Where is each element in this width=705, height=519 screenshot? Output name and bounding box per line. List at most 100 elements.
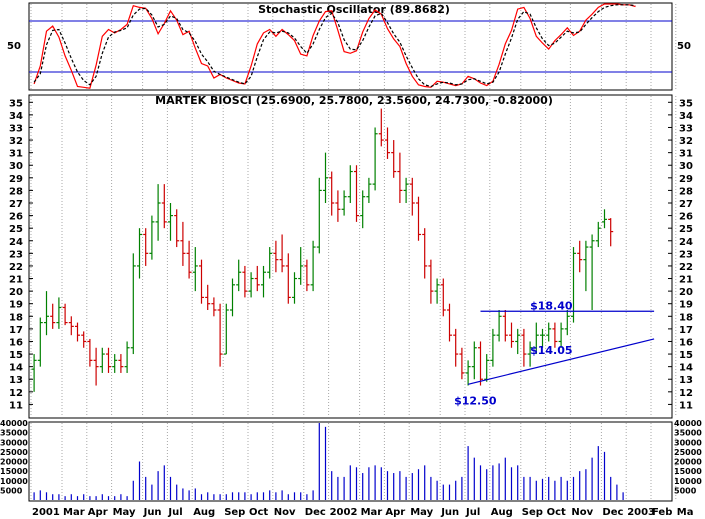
x-axis-label: Nov	[274, 507, 296, 518]
price-tick-right: 23	[679, 249, 693, 260]
price-tick-right: 15	[679, 350, 693, 361]
price-tick-left: 19	[9, 300, 23, 311]
price-tick-left: 20	[9, 287, 23, 298]
price-tick-left: 22	[9, 262, 23, 273]
x-axis-label: Aug	[193, 507, 215, 518]
volume-bars	[33, 423, 624, 500]
volume-tick-left: 15000	[0, 467, 28, 476]
price-tick-left: 18	[9, 312, 23, 323]
price-tick-right: 25	[679, 224, 693, 235]
stochastic-panel	[28, 2, 673, 91]
price-panel	[28, 94, 673, 419]
price-tick-left: 21	[9, 275, 23, 286]
x-axis-label: Dec	[602, 507, 623, 518]
price-title: MARTEK BIOSCI (25.6900, 25.7800, 23.5600…	[155, 94, 553, 107]
price-tick-left: 35	[9, 98, 23, 109]
price-tick-left: 26	[9, 212, 23, 223]
x-axis-label: 2003	[627, 507, 655, 518]
volume-tick-right: 20000	[674, 458, 702, 467]
x-axis-label: 2001	[32, 507, 60, 518]
price-tick-right: 20	[679, 287, 693, 298]
price-tick-right: 24	[679, 237, 693, 248]
x-axis-label: Nov	[571, 507, 593, 518]
price-tick-left: 11	[9, 400, 23, 411]
x-axis-label: Jul	[167, 507, 182, 518]
price-tick-right: 13	[679, 375, 693, 386]
x-axis-label: 2002	[330, 507, 358, 518]
trendlines	[467, 310, 655, 385]
price-tick-left: 14	[9, 363, 23, 374]
support-trendline	[467, 338, 655, 385]
price-tick-left: 29	[9, 174, 23, 185]
price-tick-left: 17	[9, 325, 23, 336]
price-tick-left: 16	[9, 337, 23, 348]
resistance-label: $18.40	[530, 299, 573, 312]
stochastic-tick-left: 50	[7, 41, 21, 52]
price-tick-right: 32	[679, 136, 693, 147]
price-tick-right: 12	[679, 388, 693, 399]
price-tick-left: 25	[9, 224, 23, 235]
price-tick-left: 34	[9, 111, 23, 122]
volume-tick-right: 10000	[674, 477, 702, 486]
price-tick-right: 33	[679, 123, 693, 134]
stochastic-series	[29, 3, 672, 89]
vertical-gridlines	[30, 4, 677, 500]
price-tick-right: 27	[679, 199, 693, 210]
x-axis-label: Mar	[63, 507, 85, 518]
volume-tick-right: 25000	[674, 448, 702, 457]
price-tick-left: 28	[9, 186, 23, 197]
low-label: $12.50	[454, 395, 497, 408]
x-axis-label: Oct	[249, 507, 268, 518]
price-tick-left: 23	[9, 249, 23, 260]
support-label: $14.05	[530, 344, 572, 357]
volume-tick-right: 15000	[674, 467, 702, 476]
price-tick-left: 27	[9, 199, 23, 210]
price-tick-left: 30	[9, 161, 23, 172]
volume-tick-left: 30000	[0, 438, 28, 447]
x-axis-label: May	[113, 507, 136, 518]
price-tick-right: 16	[679, 337, 693, 348]
x-axis-label: May	[410, 507, 433, 518]
volume-panel	[28, 421, 673, 502]
price-tick-left: 24	[9, 237, 23, 248]
x-axis-label: Jun	[440, 507, 459, 518]
price-tick-left: 15	[9, 350, 23, 361]
x-axis-label: Dec	[305, 507, 326, 518]
price-tick-right: 29	[679, 174, 693, 185]
price-tick-right: 17	[679, 325, 693, 336]
price-tick-left: 12	[9, 388, 23, 399]
volume-tick-left: 35000	[0, 429, 28, 438]
price-tick-right: 22	[679, 262, 693, 273]
ohlc-bars	[31, 108, 614, 392]
volume-tick-right: 35000	[674, 429, 702, 438]
x-axis-label: Apr	[88, 507, 108, 518]
price-tick-right: 21	[679, 275, 693, 286]
x-axis-label: Apr	[385, 507, 405, 518]
price-tick-right: 28	[679, 186, 693, 197]
x-axis-label: Oct	[547, 507, 566, 518]
price-tick-right: 35	[679, 98, 693, 109]
x-axis-label: Aug	[491, 507, 513, 518]
volume-tick-left: 25000	[0, 448, 28, 457]
volume-tick-right: 5000	[674, 486, 697, 495]
x-axis-label: Jun	[143, 507, 162, 518]
stochastic-k-line	[33, 3, 636, 89]
volume-tick-right: 40000	[674, 419, 702, 428]
price-tick-right: 31	[679, 149, 693, 160]
price-tick-left: 32	[9, 136, 23, 147]
x-axis-label: Ma	[677, 507, 694, 518]
price-tick-right: 26	[679, 212, 693, 223]
price-tick-left: 33	[9, 123, 23, 134]
price-tick-right: 18	[679, 312, 693, 323]
volume-tick-right: 30000	[674, 438, 702, 447]
price-tick-right: 34	[679, 111, 693, 122]
stochastic-tick-right: 50	[677, 41, 691, 52]
volume-tick-left: 10000	[0, 477, 28, 486]
price-tick-right: 30	[679, 161, 693, 172]
x-axis-label: Mar	[361, 507, 383, 518]
volume-tick-left: 20000	[0, 458, 28, 467]
volume-tick-left: 5000	[0, 486, 23, 495]
